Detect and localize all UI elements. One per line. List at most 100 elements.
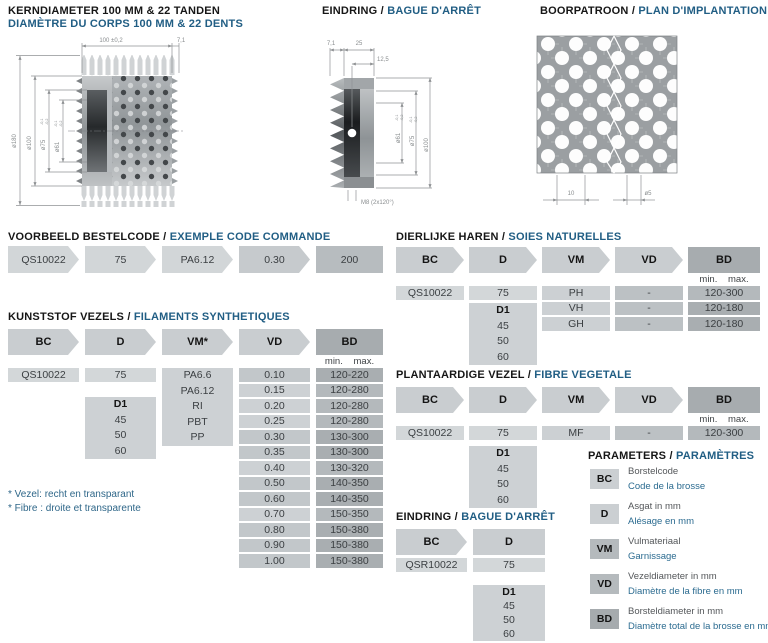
- legend-badge-vm: VM: [590, 539, 619, 559]
- setscrew-hole: [347, 128, 357, 138]
- minmax-label: min. max.: [699, 274, 749, 285]
- vd-cell: -: [615, 301, 683, 315]
- bd-cell: 130-300: [316, 430, 383, 444]
- endring-bc-cell: QSR10022: [396, 558, 467, 572]
- separator: /: [163, 231, 167, 243]
- footnote-fr: * Fibre : droite et transparente: [8, 503, 141, 514]
- legend-vm-nl: Vulmateriaal: [628, 536, 681, 547]
- synthetic-vm-block: PA6.6 PA6.12 RI PBT PP: [162, 368, 233, 446]
- synthetic-header-row: BC D VM* VD BD: [8, 329, 383, 355]
- svg-text:10: 10: [568, 191, 575, 197]
- vd-cell: 0.90: [239, 538, 310, 552]
- bd-cell: 140-350: [316, 492, 383, 506]
- vd-cell: 0.50: [239, 476, 310, 490]
- bd-cell: 120-300: [688, 286, 760, 300]
- legend-badge-d: D: [590, 504, 619, 524]
- legend-badge-bd: BD: [590, 609, 619, 629]
- bd-cell: 120-220: [316, 368, 383, 382]
- d1-value: 60: [503, 628, 515, 640]
- svg-text:-0,1: -0,1: [54, 120, 58, 127]
- drill-plate: [536, 35, 678, 174]
- order-title: VOORBEELD BESTELCODE / EXEMPLE CODE COMM…: [8, 231, 330, 243]
- svg-text:ø61: ø61: [55, 141, 61, 152]
- natural-title-fr: SOIES NATURELLES: [508, 231, 622, 243]
- svg-text:12,5: 12,5: [377, 57, 389, 63]
- bd-cell: 130-300: [316, 445, 383, 459]
- separator: /: [669, 450, 673, 462]
- vegetable-d1-block: D1 45 50 60: [469, 446, 537, 508]
- vd-cell: 0.40: [239, 461, 310, 475]
- vm-value: PA6.6: [183, 369, 212, 381]
- svg-text:ø180: ø180: [12, 134, 18, 148]
- legend-vm-fr: Garnissage: [628, 551, 677, 562]
- d1-value: 50: [503, 614, 515, 626]
- d1-value: 45: [503, 600, 515, 612]
- vegetable-title-nl: PLANTAARDIGE VEZEL: [396, 369, 525, 381]
- col-header-bd: BD: [688, 387, 760, 413]
- vd-cell: 0.80: [239, 523, 310, 537]
- col-header-vd: VD: [615, 387, 683, 413]
- separator: /: [454, 511, 458, 523]
- legend-badge-vd: VD: [590, 574, 619, 594]
- pattern-dim-labels: 10 ø5: [568, 191, 653, 197]
- svg-text:7,1: 7,1: [327, 41, 336, 47]
- col-header-vm: VM: [542, 247, 610, 273]
- legend-bd-fr: Diamètre total de la brosse en mm: [628, 621, 768, 632]
- svg-text:M8 (2x120°): M8 (2x120°): [361, 200, 394, 206]
- pattern-title-fr: PLAN D'IMPLANTATION: [638, 5, 768, 17]
- bd-cell: 120-280: [316, 383, 383, 397]
- vd-cell: 0.60: [239, 492, 310, 506]
- endring-d-cell: 75: [473, 558, 545, 572]
- vd-cell: 0.15: [239, 383, 310, 397]
- legend-d-nl: Asgat in mm: [628, 501, 681, 512]
- col-header-bc: BC: [396, 247, 464, 273]
- endring-table-title: EINDRING / BAGUE D'ARRÊT: [396, 511, 555, 523]
- svg-text:ø75: ø75: [41, 139, 47, 150]
- natural-d-cell: 75: [469, 286, 537, 300]
- parameters-title-nl: PARAMETERS: [588, 450, 667, 462]
- svg-text:25: 25: [356, 41, 363, 47]
- vegetable-vd-cell: -: [615, 426, 683, 440]
- endring-drawing-title: EINDRING / BAGUE D'ARRÊT: [322, 5, 481, 17]
- d1-value: 50: [497, 335, 509, 347]
- vegetable-header-row: BC D VM VD BD: [396, 387, 760, 413]
- vm-value: RI: [192, 400, 203, 412]
- bd-cell: 120-180: [688, 317, 760, 331]
- svg-text:ø100: ø100: [424, 138, 430, 152]
- vd-cell: 0.30: [239, 430, 310, 444]
- col-header-d: D: [473, 529, 545, 555]
- svg-text:-0,2: -0,2: [400, 114, 404, 121]
- d1-value: 60: [497, 350, 509, 363]
- parameters-title-fr: PARAMÈTRES: [676, 450, 755, 462]
- separator: /: [380, 5, 384, 17]
- separator: /: [127, 311, 131, 323]
- d1-label: D1: [113, 398, 128, 410]
- brush-fibers: [80, 55, 175, 207]
- synthetic-bc-cell: QS10022: [8, 368, 79, 382]
- natural-vm-column: PH VH GH: [542, 286, 610, 331]
- vd-cell: 0.25: [239, 414, 310, 428]
- col-header-bc: BC: [396, 387, 464, 413]
- svg-text:-0,1: -0,1: [409, 116, 413, 123]
- drill-pattern-drawing: 10 ø5: [536, 35, 678, 205]
- bd-cell: 120-180: [688, 301, 760, 315]
- parameters-title: PARAMETERS / PARAMÈTRES: [588, 450, 754, 462]
- natural-bd-column: 120-300 120-180 120-180: [688, 286, 760, 331]
- order-code-strip: QS10022 75 PA6.12 0.30 200: [8, 246, 383, 273]
- legend-bc-nl: Borstelcode: [628, 466, 679, 477]
- vegetable-title-fr: FIBRE VEGETALE: [534, 369, 632, 381]
- endring-drawing: 7,1 25 12,5 ø61 -0,1 -0,2 ø75 -0,1 -0,2 …: [327, 41, 432, 206]
- brush-body: [68, 76, 184, 186]
- endring-table-title-fr: BAGUE D'ARRÊT: [461, 511, 556, 523]
- legend-vd-nl: Vezeldiameter in mm: [628, 571, 717, 582]
- order-cell-vd: 0.30: [239, 246, 310, 273]
- vd-cell: 0.70: [239, 507, 310, 521]
- order-cell-bd: 200: [316, 246, 383, 273]
- natural-d1-block: D1 45 50 60: [469, 303, 537, 365]
- d1-label: D1: [496, 447, 510, 459]
- bd-cell: 150-350: [316, 507, 383, 521]
- natural-vd-column: - - -: [615, 286, 683, 331]
- col-header-d: D: [85, 329, 156, 355]
- natural-bc-cell: QS10022: [396, 286, 464, 300]
